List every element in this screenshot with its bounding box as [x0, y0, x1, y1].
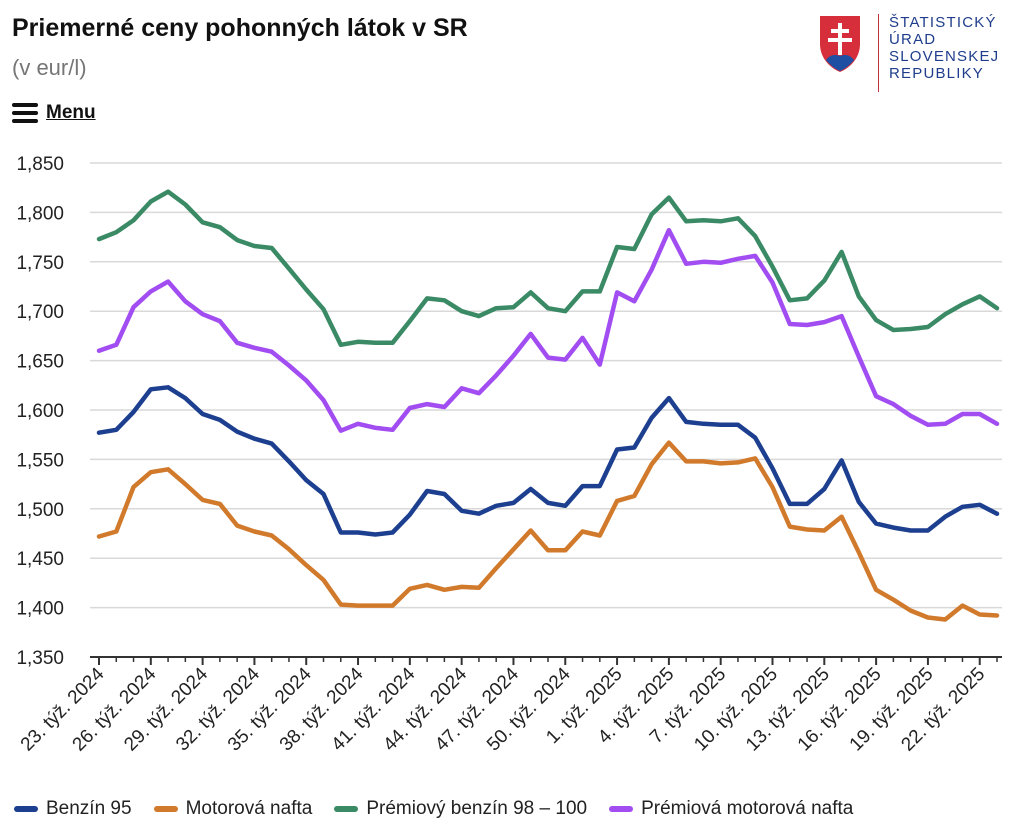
legend-label: Prémiová motorová nafta	[641, 798, 854, 819]
series-line-1[interactable]	[96, 440, 1000, 622]
tick-labels: 1,850 1,800 1,750 1,700 1,650 1,600 1,550 1,500…	[16, 154, 989, 755]
legend-swatch	[334, 806, 359, 812]
y-tick-label: 1,700	[16, 302, 64, 323]
legend-item-benzin-95[interactable]: Benzín 95	[14, 798, 132, 820]
series-line-3[interactable]	[96, 227, 1000, 433]
logo-line-3: SLOVENSKEJ	[889, 48, 1000, 65]
legend: Benzín 95 Motorová nafta Prémiový benzín…	[14, 798, 853, 820]
chart-title: Priemerné ceny pohonných látok v SR	[12, 14, 468, 42]
logo-text: ŠTATISTICKÝ ÚRAD SLOVENSKEJ REPUBLIKY	[889, 14, 999, 92]
series-line-0[interactable]	[96, 385, 1000, 537]
chart-subtitle: (v eur/l)	[12, 55, 87, 80]
y-tick-label: 1,750	[16, 253, 64, 274]
fuel-price-line-chart: 1,850 1,800 1,750 1,700 1,650 1,600 1,550 1,500…	[16, 154, 1002, 755]
y-tick-label: 1,650	[16, 352, 64, 373]
series-line-2[interactable]	[96, 189, 1000, 348]
y-tick-label: 1,450	[16, 549, 64, 570]
slovak-shield-icon	[820, 16, 860, 72]
legend-swatch	[153, 806, 178, 812]
legend-label: Benzín 95	[46, 798, 132, 819]
y-tick-label: 1,550	[16, 450, 64, 471]
grid-lines	[90, 162, 1002, 609]
legend-item-premiova-nafta[interactable]: Prémiová motorová nafta	[609, 798, 853, 820]
menu-label: Menu	[46, 102, 96, 123]
axes	[90, 656, 1002, 665]
y-tick-label: 1,500	[16, 500, 64, 521]
y-tick-label: 1,350	[16, 648, 64, 669]
series-lines	[96, 189, 1000, 622]
menu-button[interactable]: Menu	[12, 102, 96, 124]
hamburger-icon	[12, 103, 38, 123]
statistical-office-logo[interactable]: ŠTATISTICKÝ ÚRAD SLOVENSKEJ REPUBLIKY	[818, 14, 999, 92]
y-tick-label: 1,600	[16, 401, 64, 422]
legend-swatch	[609, 806, 634, 812]
y-tick-label: 1,400	[16, 599, 64, 620]
y-tick-label: 1,800	[16, 203, 64, 224]
logo-line-4: REPUBLIKY	[889, 65, 984, 82]
logo-line-2: ÚRAD	[889, 31, 937, 48]
logo-divider	[878, 14, 879, 92]
legend-item-premiovy-benzin[interactable]: Prémiový benzín 98 – 100	[334, 798, 587, 820]
legend-label: Prémiový benzín 98 – 100	[366, 798, 588, 819]
legend-swatch	[14, 806, 38, 812]
logo-line-1: ŠTATISTICKÝ	[889, 14, 997, 31]
legend-label: Motorová nafta	[185, 798, 313, 819]
legend-item-motorova-nafta[interactable]: Motorová nafta	[153, 798, 313, 820]
y-tick-label: 1,850	[16, 154, 64, 175]
